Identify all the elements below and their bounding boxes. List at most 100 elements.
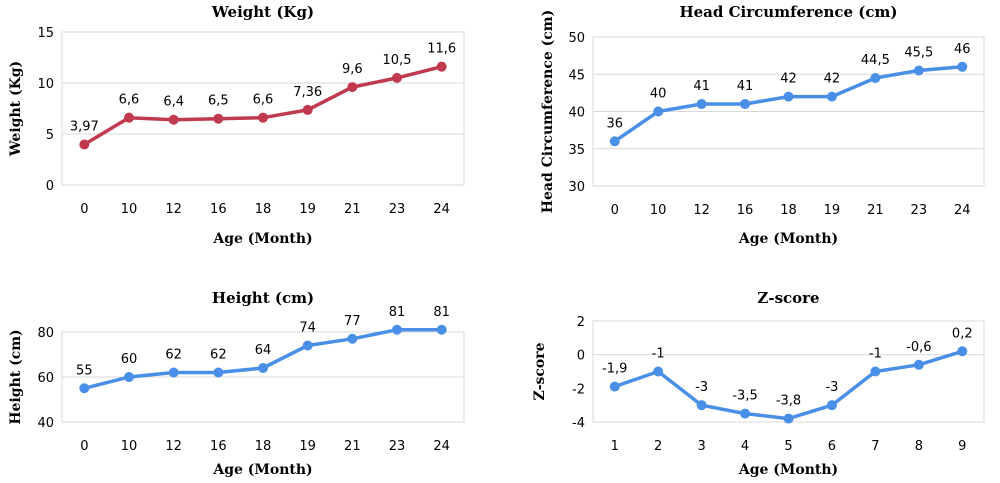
plot-area <box>61 31 465 186</box>
data-point <box>783 413 794 424</box>
data-point <box>213 113 224 124</box>
chart-3: 40 60 80 0 10 12 16 18 19 21 23 24 Height (cm) Age (M… <box>8 289 465 478</box>
data-point <box>826 400 837 411</box>
y-tick-label: -4 <box>572 416 585 431</box>
data-label: 40 <box>650 87 667 102</box>
data-label: -3,5 <box>732 389 757 404</box>
data-point <box>79 383 90 394</box>
x-tick-label: 19 <box>299 202 316 217</box>
data-label: 7,36 <box>293 85 322 100</box>
x-tick-label: 19 <box>299 439 316 454</box>
data-label: 46 <box>954 42 971 57</box>
x-axis-label: Age (Month) <box>738 231 838 247</box>
data-point <box>168 114 179 125</box>
x-tick-label: 12 <box>165 439 182 454</box>
data-point <box>826 91 837 102</box>
data-point <box>913 65 924 76</box>
chart-title: Weight (Kg) <box>211 3 314 21</box>
data-label: -1 <box>652 347 665 362</box>
x-tick-label: 18 <box>255 202 272 217</box>
x-tick-label: 23 <box>389 439 406 454</box>
data-point <box>436 324 447 335</box>
data-label: 41 <box>693 79 710 94</box>
data-label: -0,6 <box>906 340 931 355</box>
x-axis-label: Age (Month) <box>212 462 312 478</box>
data-point <box>79 139 90 150</box>
y-tick-label: 50 <box>568 31 585 46</box>
chart-4: -4 -2 0 2 1 2 3 4 5 6 7 8 9 Z-score Age (Month) Z-score… <box>532 289 985 478</box>
data-label: -3 <box>695 380 708 395</box>
x-tick-label: 7 <box>871 439 879 454</box>
data-label: 6,5 <box>208 94 229 109</box>
x-tick-label: 21 <box>344 202 361 217</box>
x-tick-label: 10 <box>650 203 667 218</box>
y-tick-label: 35 <box>568 143 585 158</box>
data-label: 81 <box>389 305 406 320</box>
data-point <box>870 72 881 83</box>
data-point <box>609 381 620 392</box>
data-point <box>783 91 794 102</box>
data-label: 44,5 <box>861 53 890 68</box>
x-tick-label: 9 <box>958 439 966 454</box>
x-tick-label: 1 <box>611 439 619 454</box>
data-label: 6,6 <box>119 93 140 108</box>
y-axis-label: Height (cm) <box>8 329 24 424</box>
x-axis-label: Age (Month) <box>212 231 312 247</box>
x-tick-label: 23 <box>389 202 406 217</box>
x-tick-label: 8 <box>915 439 923 454</box>
data-point <box>870 366 881 377</box>
x-tick-label: 12 <box>165 202 182 217</box>
data-point <box>696 400 707 411</box>
data-point <box>740 99 751 110</box>
y-tick-label: 0 <box>577 349 585 364</box>
x-tick-label: 18 <box>780 203 797 218</box>
data-label: 10,5 <box>383 53 412 68</box>
y-tick-label: 40 <box>568 106 585 121</box>
y-tick-label: 30 <box>568 180 585 195</box>
data-label: 62 <box>210 348 227 363</box>
x-tick-label: 16 <box>737 203 754 218</box>
x-tick-label: 24 <box>433 439 450 454</box>
data-label: 77 <box>344 314 361 329</box>
data-label: 9,6 <box>342 62 363 77</box>
x-tick-label: 24 <box>433 202 450 217</box>
data-point <box>302 340 313 351</box>
data-point <box>124 112 134 123</box>
y-tick-label: 5 <box>46 128 54 143</box>
data-point <box>392 324 402 335</box>
y-tick-label: 10 <box>37 77 54 92</box>
data-point <box>168 367 179 378</box>
data-label: 45,5 <box>904 46 933 61</box>
x-tick-label: 19 <box>824 203 841 218</box>
data-label: 64 <box>255 343 272 358</box>
data-label: 6,4 <box>163 95 184 110</box>
data-label: 6,6 <box>253 93 274 108</box>
y-tick-label: 60 <box>37 371 54 386</box>
data-point <box>653 106 664 117</box>
y-axis-label: Z-score <box>532 342 548 400</box>
data-point <box>347 82 358 93</box>
data-label: -1,9 <box>602 362 627 377</box>
data-point <box>653 366 664 377</box>
y-tick-label: 40 <box>37 416 54 431</box>
data-point <box>957 346 968 357</box>
x-tick-label: 5 <box>784 439 792 454</box>
x-tick-label: 16 <box>210 202 227 217</box>
y-axis-label: Weight (Kg) <box>8 61 24 157</box>
x-tick-label: 0 <box>80 202 88 217</box>
x-tick-label: 21 <box>344 439 361 454</box>
data-label: -3 <box>825 380 838 395</box>
data-point <box>213 367 224 378</box>
x-tick-label: 18 <box>255 439 272 454</box>
data-label: 62 <box>165 348 182 363</box>
data-label: 42 <box>780 72 797 87</box>
data-point <box>392 72 402 83</box>
data-point <box>740 408 751 419</box>
data-point <box>696 99 707 110</box>
data-label: 11,6 <box>427 42 456 57</box>
y-tick-label: -2 <box>572 382 585 397</box>
data-point <box>957 61 968 72</box>
data-label: 0,2 <box>952 326 973 341</box>
x-tick-label: 10 <box>121 202 138 217</box>
data-label: 42 <box>824 72 841 87</box>
